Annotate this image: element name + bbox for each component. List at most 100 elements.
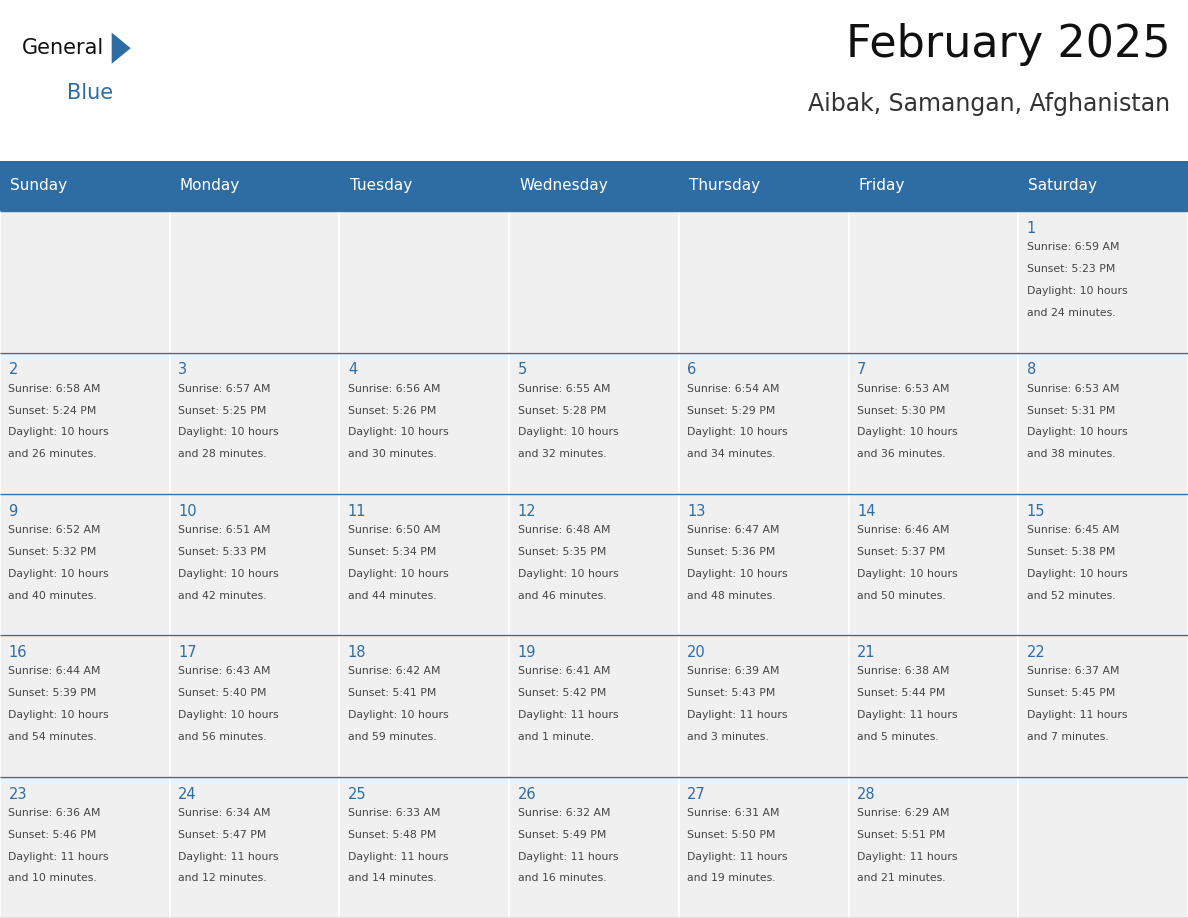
Bar <box>1018 211 1188 353</box>
Text: Daylight: 10 hours: Daylight: 10 hours <box>178 569 279 579</box>
Bar <box>0 494 170 635</box>
Text: 13: 13 <box>688 504 706 519</box>
Bar <box>1018 353 1188 494</box>
Text: Daylight: 10 hours: Daylight: 10 hours <box>178 428 279 438</box>
Text: 25: 25 <box>348 787 367 801</box>
Text: Sunrise: 6:51 AM: Sunrise: 6:51 AM <box>178 525 271 535</box>
Text: Sunrise: 6:39 AM: Sunrise: 6:39 AM <box>688 666 779 677</box>
Text: Sunday: Sunday <box>11 178 68 194</box>
Text: Daylight: 10 hours: Daylight: 10 hours <box>8 569 109 579</box>
Text: and 3 minutes.: and 3 minutes. <box>688 732 769 742</box>
Bar <box>0 161 170 211</box>
Bar <box>848 211 1018 353</box>
Text: Daylight: 11 hours: Daylight: 11 hours <box>348 852 448 862</box>
Text: Daylight: 11 hours: Daylight: 11 hours <box>518 852 618 862</box>
Text: and 38 minutes.: and 38 minutes. <box>1026 449 1116 459</box>
Text: 1: 1 <box>1026 221 1036 236</box>
Text: and 16 minutes.: and 16 minutes. <box>518 873 606 883</box>
Text: 3: 3 <box>178 363 188 377</box>
Text: and 40 minutes.: and 40 minutes. <box>8 590 97 600</box>
Text: Thursday: Thursday <box>689 178 760 194</box>
Text: Daylight: 11 hours: Daylight: 11 hours <box>688 852 788 862</box>
Text: Sunrise: 6:47 AM: Sunrise: 6:47 AM <box>688 525 779 535</box>
Text: 21: 21 <box>857 645 876 660</box>
Text: Sunset: 5:51 PM: Sunset: 5:51 PM <box>857 830 946 840</box>
Text: Sunset: 5:38 PM: Sunset: 5:38 PM <box>1026 547 1116 557</box>
Text: Sunset: 5:37 PM: Sunset: 5:37 PM <box>857 547 946 557</box>
Bar <box>1018 494 1188 635</box>
Bar <box>170 161 340 211</box>
Text: Sunrise: 6:57 AM: Sunrise: 6:57 AM <box>178 384 271 394</box>
Text: and 48 minutes.: and 48 minutes. <box>688 590 776 600</box>
Text: Daylight: 11 hours: Daylight: 11 hours <box>178 852 279 862</box>
Bar <box>170 494 340 635</box>
Bar <box>510 777 678 918</box>
Bar <box>1018 777 1188 918</box>
Bar <box>510 161 678 211</box>
Text: 27: 27 <box>688 787 706 801</box>
Bar <box>848 777 1018 918</box>
Text: Sunrise: 6:53 AM: Sunrise: 6:53 AM <box>857 384 949 394</box>
Bar <box>678 777 848 918</box>
Bar <box>848 494 1018 635</box>
Text: Sunrise: 6:54 AM: Sunrise: 6:54 AM <box>688 384 779 394</box>
Bar <box>0 211 170 353</box>
Text: Wednesday: Wednesday <box>519 178 608 194</box>
Text: Sunset: 5:40 PM: Sunset: 5:40 PM <box>178 688 266 699</box>
Text: and 10 minutes.: and 10 minutes. <box>8 873 97 883</box>
Text: Sunrise: 6:38 AM: Sunrise: 6:38 AM <box>857 666 949 677</box>
Bar <box>170 211 340 353</box>
Text: 10: 10 <box>178 504 197 519</box>
Bar <box>340 353 510 494</box>
Text: Daylight: 10 hours: Daylight: 10 hours <box>688 569 788 579</box>
Text: Daylight: 11 hours: Daylight: 11 hours <box>8 852 109 862</box>
Text: 16: 16 <box>8 645 27 660</box>
Text: Sunset: 5:47 PM: Sunset: 5:47 PM <box>178 830 266 840</box>
Text: Saturday: Saturday <box>1029 178 1098 194</box>
Text: 6: 6 <box>688 363 696 377</box>
Text: Sunset: 5:24 PM: Sunset: 5:24 PM <box>8 406 97 416</box>
Text: Sunrise: 6:53 AM: Sunrise: 6:53 AM <box>1026 384 1119 394</box>
Text: and 7 minutes.: and 7 minutes. <box>1026 732 1108 742</box>
Text: Sunset: 5:30 PM: Sunset: 5:30 PM <box>857 406 946 416</box>
Text: 19: 19 <box>518 645 536 660</box>
Text: Sunrise: 6:44 AM: Sunrise: 6:44 AM <box>8 666 101 677</box>
Text: Daylight: 10 hours: Daylight: 10 hours <box>348 569 449 579</box>
Text: 28: 28 <box>857 787 876 801</box>
Text: 5: 5 <box>518 363 527 377</box>
Text: Daylight: 10 hours: Daylight: 10 hours <box>518 428 618 438</box>
Text: Sunrise: 6:58 AM: Sunrise: 6:58 AM <box>8 384 101 394</box>
Text: Daylight: 10 hours: Daylight: 10 hours <box>1026 428 1127 438</box>
Text: and 59 minutes.: and 59 minutes. <box>348 732 436 742</box>
Text: 22: 22 <box>1026 645 1045 660</box>
Text: 14: 14 <box>857 504 876 519</box>
Text: 17: 17 <box>178 645 197 660</box>
Text: and 1 minute.: and 1 minute. <box>518 732 594 742</box>
Text: Sunrise: 6:31 AM: Sunrise: 6:31 AM <box>688 808 779 818</box>
Text: Sunset: 5:29 PM: Sunset: 5:29 PM <box>688 406 776 416</box>
Bar <box>848 635 1018 777</box>
Text: Sunrise: 6:48 AM: Sunrise: 6:48 AM <box>518 525 611 535</box>
Text: 15: 15 <box>1026 504 1045 519</box>
Text: and 46 minutes.: and 46 minutes. <box>518 590 606 600</box>
Text: Blue: Blue <box>67 84 113 103</box>
Bar <box>340 777 510 918</box>
Text: Sunrise: 6:34 AM: Sunrise: 6:34 AM <box>178 808 271 818</box>
Text: Daylight: 10 hours: Daylight: 10 hours <box>8 428 109 438</box>
Text: and 54 minutes.: and 54 minutes. <box>8 732 97 742</box>
Text: Sunset: 5:48 PM: Sunset: 5:48 PM <box>348 830 436 840</box>
Text: Sunrise: 6:37 AM: Sunrise: 6:37 AM <box>1026 666 1119 677</box>
Text: 12: 12 <box>518 504 536 519</box>
Text: Sunset: 5:25 PM: Sunset: 5:25 PM <box>178 406 266 416</box>
Text: and 21 minutes.: and 21 minutes. <box>857 873 946 883</box>
Text: and 26 minutes.: and 26 minutes. <box>8 449 97 459</box>
Bar <box>340 635 510 777</box>
Text: Friday: Friday <box>859 178 905 194</box>
Text: Tuesday: Tuesday <box>349 178 412 194</box>
Text: Sunset: 5:41 PM: Sunset: 5:41 PM <box>348 688 436 699</box>
Bar <box>678 353 848 494</box>
Text: and 44 minutes.: and 44 minutes. <box>348 590 436 600</box>
Text: 23: 23 <box>8 787 27 801</box>
Text: Sunset: 5:33 PM: Sunset: 5:33 PM <box>178 547 266 557</box>
Text: Daylight: 11 hours: Daylight: 11 hours <box>857 711 958 721</box>
